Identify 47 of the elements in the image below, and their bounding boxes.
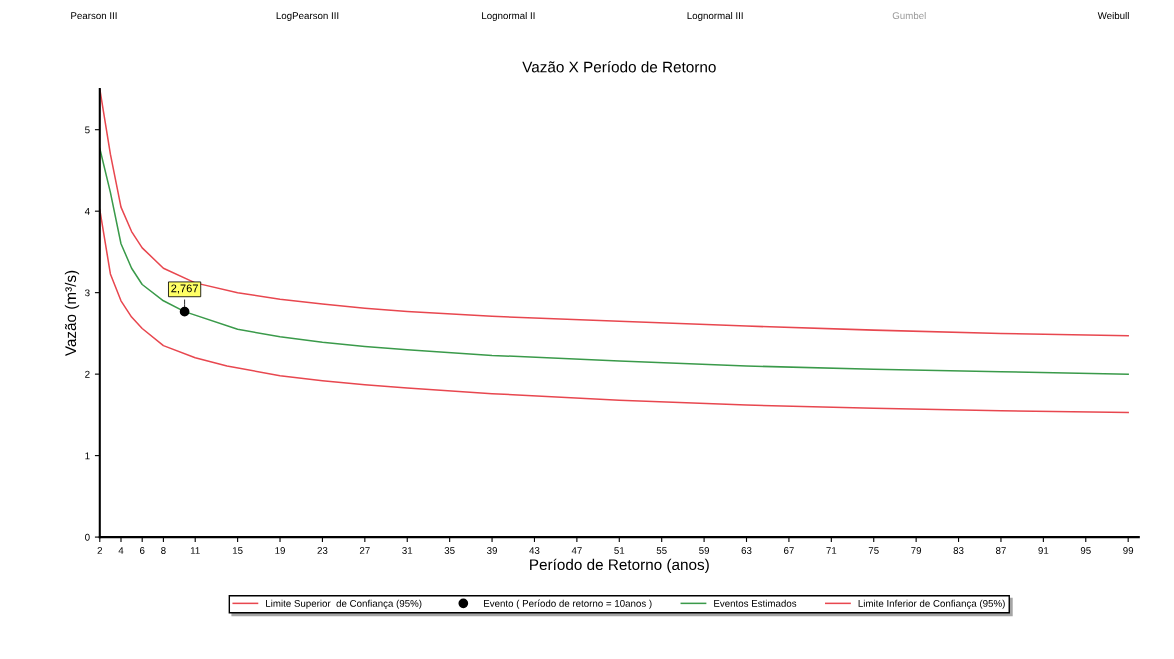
x-tick-label: 4 <box>118 547 124 554</box>
x-tick-label: 79 <box>911 547 922 554</box>
x-tick-label: 27 <box>359 547 370 554</box>
x-tick-label: 75 <box>868 547 879 554</box>
x-tick-label: 19 <box>275 547 285 554</box>
x-tick-label: 59 <box>699 547 710 554</box>
x-tick-label: 55 <box>656 547 667 554</box>
x-tick-label: 51 <box>614 547 625 554</box>
y-axis-title: Vazão (m³/s) <box>64 270 80 357</box>
x-axis-title: Período de Retorno (anos) <box>530 558 709 574</box>
chart-title: Vazão X Período de Retorno <box>522 61 716 73</box>
y-tick-label: 2 <box>85 370 90 378</box>
text: LogPearson III <box>276 12 339 22</box>
x-tick-label: 11 <box>190 547 200 554</box>
x-tick-label: 83 <box>953 547 964 554</box>
text: Pearson III <box>71 12 117 20</box>
y-tick-label: 0 <box>85 533 90 541</box>
x-tick-label: 39 <box>487 547 498 554</box>
legend-label: Limite Inferior de Confiança (95%) <box>858 599 1005 609</box>
x-tick-label: 63 <box>741 547 752 554</box>
text: Gumbel <box>892 11 926 20</box>
x-tick-label: 71 <box>826 547 837 554</box>
x-tick-label: 91 <box>1038 547 1049 554</box>
x-tick-label: 2 <box>97 547 103 554</box>
text: Weibull <box>1097 11 1129 20</box>
x-tick-label: 47 <box>571 547 582 554</box>
x-tick-label: 95 <box>1080 547 1091 554</box>
legend-label: Limite Superior de Confiança (95%) <box>266 599 422 609</box>
x-tick-label: 35 <box>444 547 455 554</box>
y-tick-label: 1 <box>85 452 90 460</box>
legend-label: Eventos Estimados <box>714 599 797 607</box>
x-tick-label: 99 <box>1123 547 1134 554</box>
text: Lognormal II <box>482 11 535 22</box>
x-tick-label: 15 <box>232 547 243 554</box>
x-tick-label: 67 <box>784 547 794 554</box>
annotation: 2,767 <box>171 284 198 294</box>
x-tick-label: 6 <box>139 547 145 554</box>
x-tick-label: 8 <box>161 547 166 554</box>
legend-label: Evento ( Período de retorno = 10anos ) <box>484 599 652 609</box>
x-tick-label: 87 <box>995 547 1006 554</box>
text: Lognormal III <box>687 11 743 22</box>
y-tick-label: 4 <box>84 208 90 215</box>
y-tick-label: 5 <box>85 126 90 134</box>
x-tick-label: 31 <box>402 547 413 554</box>
y-tick-label: 3 <box>85 289 90 297</box>
x-tick-label: 23 <box>317 547 328 554</box>
x-tick-label: 43 <box>529 547 540 554</box>
